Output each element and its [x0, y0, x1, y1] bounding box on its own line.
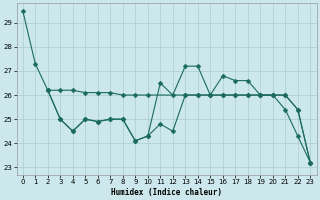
X-axis label: Humidex (Indice chaleur): Humidex (Indice chaleur)	[111, 188, 222, 197]
